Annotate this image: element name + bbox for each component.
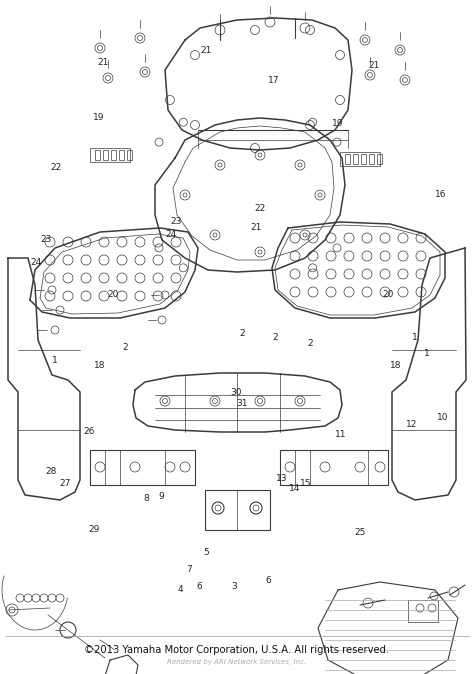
Text: 30: 30 xyxy=(230,388,242,397)
Text: 26: 26 xyxy=(83,427,95,436)
Text: 1: 1 xyxy=(424,349,429,359)
Bar xyxy=(353,154,358,164)
Text: ©2013 Yamaha Motor Corporation, U.S.A. All rights reserved.: ©2013 Yamaha Motor Corporation, U.S.A. A… xyxy=(84,645,390,655)
Bar xyxy=(377,154,382,164)
Bar xyxy=(111,150,116,160)
Text: 20: 20 xyxy=(382,290,393,299)
Text: 1: 1 xyxy=(52,356,57,365)
Text: 28: 28 xyxy=(46,467,57,477)
Text: 13: 13 xyxy=(276,474,288,483)
Text: 29: 29 xyxy=(88,525,100,534)
Bar xyxy=(95,150,100,160)
Text: 1: 1 xyxy=(412,332,418,342)
Text: 2: 2 xyxy=(308,339,313,348)
Bar xyxy=(280,450,388,485)
Text: 18: 18 xyxy=(94,361,105,371)
Text: 6: 6 xyxy=(196,582,202,591)
Text: 2: 2 xyxy=(123,342,128,352)
Bar xyxy=(340,152,380,166)
Text: 7: 7 xyxy=(186,565,191,574)
Text: Rendered by ARI Network Services, Inc.: Rendered by ARI Network Services, Inc. xyxy=(167,659,307,665)
Text: 21: 21 xyxy=(369,61,380,70)
Bar xyxy=(127,150,132,160)
Text: 6: 6 xyxy=(265,576,271,586)
Text: 16: 16 xyxy=(435,189,447,199)
Text: 5: 5 xyxy=(203,548,209,557)
Bar xyxy=(119,150,124,160)
Bar xyxy=(90,148,130,162)
Text: 17: 17 xyxy=(268,76,280,86)
Text: 9: 9 xyxy=(158,491,164,501)
Text: 10: 10 xyxy=(438,413,449,423)
Text: 2: 2 xyxy=(239,329,245,338)
Text: 18: 18 xyxy=(390,361,401,371)
Text: 21: 21 xyxy=(98,58,109,67)
Text: 11: 11 xyxy=(335,430,346,439)
Bar xyxy=(90,450,195,485)
Bar xyxy=(408,600,438,622)
Bar xyxy=(103,150,108,160)
Text: 15: 15 xyxy=(300,479,311,488)
Text: 19: 19 xyxy=(93,113,104,123)
Text: 2: 2 xyxy=(272,332,278,342)
Text: 24: 24 xyxy=(30,258,42,268)
Text: 12: 12 xyxy=(406,420,417,429)
Text: 23: 23 xyxy=(171,216,182,226)
Text: 21: 21 xyxy=(250,223,262,233)
Text: 3: 3 xyxy=(232,582,237,591)
Bar xyxy=(345,154,350,164)
Text: 8: 8 xyxy=(143,494,149,503)
Text: 20: 20 xyxy=(107,290,118,299)
Text: 21: 21 xyxy=(201,46,212,55)
Text: 24: 24 xyxy=(165,230,176,239)
Text: 31: 31 xyxy=(236,398,247,408)
Text: 19: 19 xyxy=(332,119,343,128)
Bar xyxy=(369,154,374,164)
Text: 14: 14 xyxy=(289,484,301,493)
Text: 25: 25 xyxy=(355,528,366,537)
Text: 22: 22 xyxy=(254,204,265,214)
Text: 22: 22 xyxy=(50,162,62,172)
Text: 4: 4 xyxy=(177,585,183,594)
Bar xyxy=(361,154,366,164)
Bar xyxy=(205,490,270,530)
Text: 27: 27 xyxy=(60,479,71,489)
Text: 23: 23 xyxy=(41,235,52,244)
